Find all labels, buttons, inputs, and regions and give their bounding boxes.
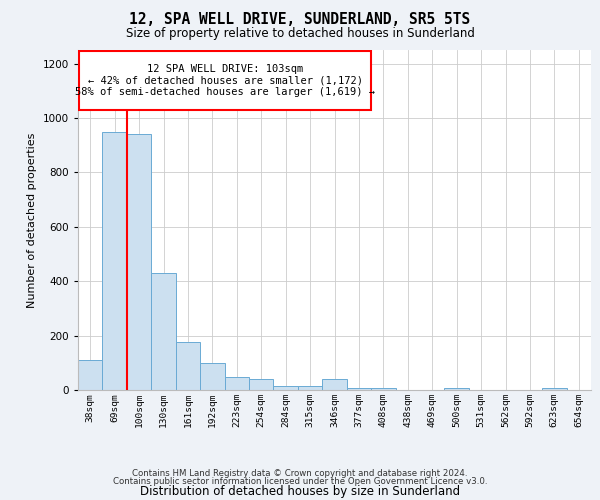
Bar	[224, 377, 249, 390]
Bar	[274, 386, 298, 390]
Text: Size of property relative to detached houses in Sunderland: Size of property relative to detached ho…	[125, 28, 475, 40]
Bar	[78, 360, 103, 390]
Bar	[127, 134, 151, 390]
Text: Distribution of detached houses by size in Sunderland: Distribution of detached houses by size …	[140, 484, 460, 498]
Bar	[445, 388, 469, 390]
Bar	[200, 363, 224, 390]
Bar	[176, 342, 200, 390]
Bar	[322, 379, 347, 390]
Y-axis label: Number of detached properties: Number of detached properties	[27, 132, 37, 308]
Bar	[347, 388, 371, 390]
Text: 12 SPA WELL DRIVE: 103sqm
← 42% of detached houses are smaller (1,172)
58% of se: 12 SPA WELL DRIVE: 103sqm ← 42% of detac…	[75, 64, 375, 97]
Bar	[249, 379, 274, 390]
Bar	[151, 273, 176, 390]
Text: 12, SPA WELL DRIVE, SUNDERLAND, SR5 5TS: 12, SPA WELL DRIVE, SUNDERLAND, SR5 5TS	[130, 12, 470, 28]
Text: Contains HM Land Registry data © Crown copyright and database right 2024.: Contains HM Land Registry data © Crown c…	[132, 468, 468, 477]
Text: Contains public sector information licensed under the Open Government Licence v3: Contains public sector information licen…	[113, 477, 487, 486]
Bar	[542, 388, 566, 390]
Bar	[371, 388, 395, 390]
Bar	[298, 386, 322, 390]
FancyBboxPatch shape	[79, 50, 371, 110]
Bar	[103, 132, 127, 390]
